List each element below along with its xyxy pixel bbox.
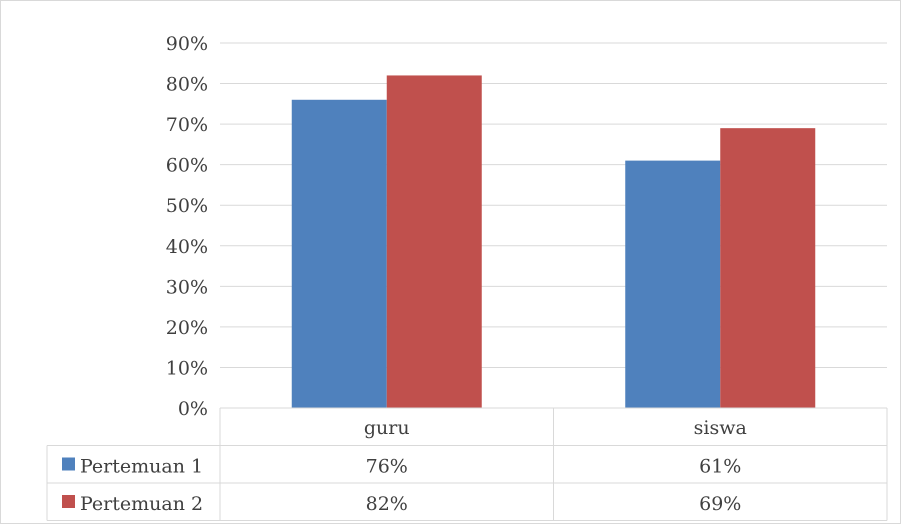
y-tick-label: 70% [166, 114, 208, 136]
bars [291, 75, 816, 409]
y-tick-label: 40% [166, 236, 208, 258]
x-tick-label: guru [364, 417, 410, 439]
y-tick-label: 90% [166, 33, 208, 55]
bar-pertemuan-2-guru [386, 75, 482, 408]
series-name: Pertemuan 1 [80, 456, 203, 478]
y-tick-label: 30% [166, 276, 208, 298]
bar-pertemuan-2-siswa [720, 128, 816, 408]
bar-pertemuan-1-guru [291, 99, 387, 409]
y-tick-label: 80% [166, 74, 208, 96]
y-tick-label: 50% [166, 195, 208, 217]
data-label: 82% [366, 493, 408, 515]
data-label: 61% [699, 456, 741, 478]
data-label: 76% [366, 456, 408, 478]
data-label: 69% [699, 493, 741, 515]
y-tick-label: 20% [166, 317, 208, 339]
legend-key [62, 495, 75, 508]
y-tick-label: 10% [166, 357, 208, 379]
bar-pertemuan-1-siswa [625, 160, 721, 408]
legend-key [62, 457, 75, 471]
y-tick-label: 60% [166, 155, 208, 177]
x-tick-label: siswa [694, 417, 747, 439]
data-table: guru siswa Pertemuan 1 76% 61% Pertemuan 2 82%… [46, 407, 888, 521]
y-axis-tick-labels: 0% 10% 20% 30% 40% 50% 60% 70% 80% 90% [166, 33, 208, 420]
series-name: Pertemuan 2 [80, 493, 203, 515]
y-tick-label: 0% [178, 398, 208, 420]
